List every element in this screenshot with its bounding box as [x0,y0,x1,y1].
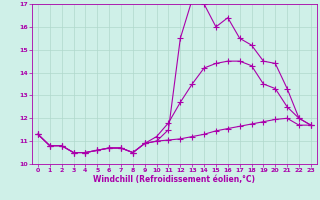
X-axis label: Windchill (Refroidissement éolien,°C): Windchill (Refroidissement éolien,°C) [93,175,255,184]
